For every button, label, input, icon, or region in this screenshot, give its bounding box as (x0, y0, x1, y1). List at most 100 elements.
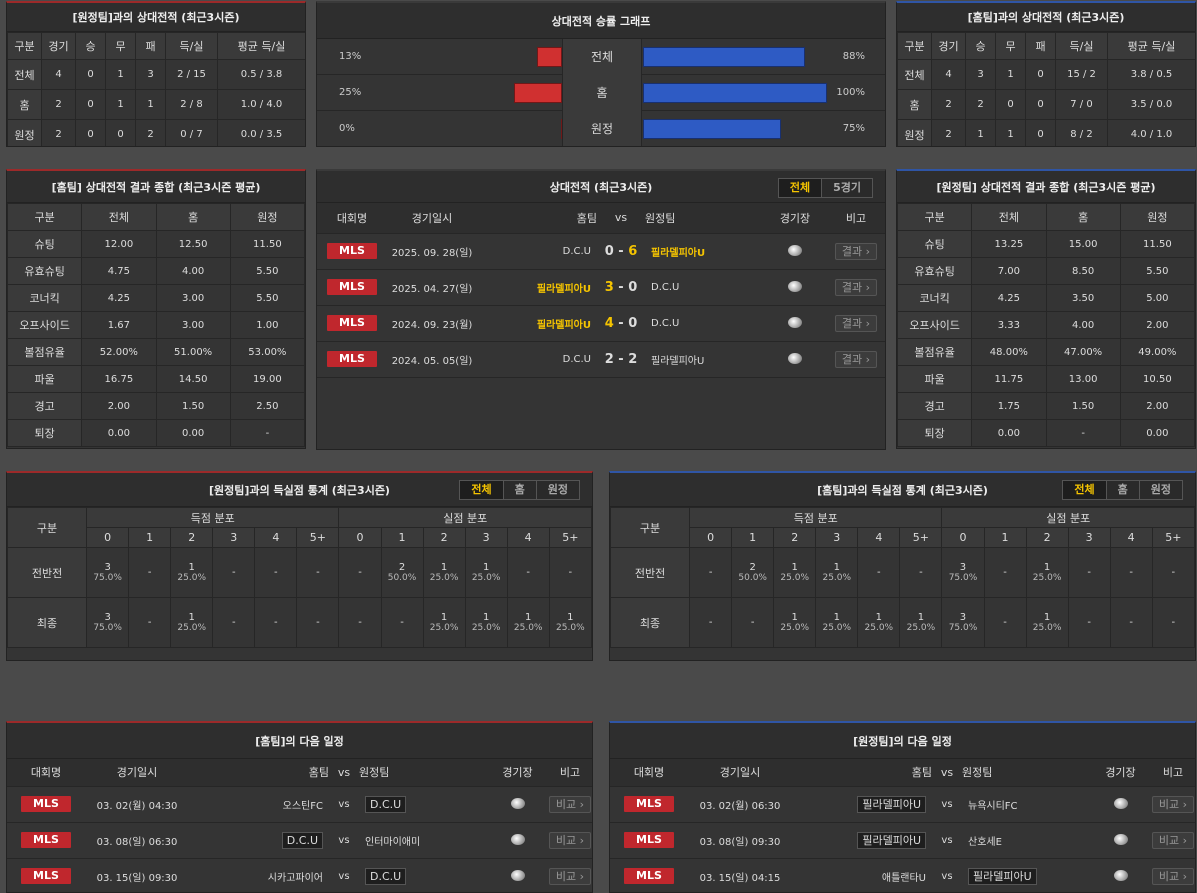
tab-home[interactable]: 홈 (1105, 481, 1139, 499)
cell-value: 0 (995, 89, 1026, 120)
home-score: 0 (604, 243, 614, 259)
matches-title-text: 상대전적 (최근3시즌) (549, 180, 653, 194)
away-score: 0 (628, 315, 638, 331)
result-button[interactable]: 결과 › (834, 314, 878, 332)
dist-count: 1 (1043, 612, 1051, 623)
compare-button[interactable]: 비교 › (1151, 831, 1195, 849)
chevron-right-icon: › (862, 316, 871, 330)
dist-count: 1 (440, 612, 448, 623)
home-team-cell: 오스틴FC (189, 786, 329, 823)
cell-value: 2 (931, 89, 966, 120)
col-header: 패 (135, 32, 166, 60)
tab-all[interactable]: 전체 (460, 481, 503, 499)
tab-all[interactable]: 전체 (1063, 481, 1106, 499)
vs-label: vs (932, 858, 962, 892)
cell-value: 0 (1025, 59, 1056, 90)
dist-empty: - (1003, 617, 1007, 628)
dist-cell: - (1109, 597, 1153, 648)
dist-empty: - (274, 567, 278, 578)
away-score: 2 (628, 351, 638, 367)
matches-tabs: 전체 5경기 (777, 178, 873, 198)
match-date: 2025. 04. 27(일) (387, 269, 477, 306)
cell-value: 4 (931, 59, 966, 90)
result-button[interactable]: 결과 › (834, 278, 878, 296)
stadium-icon (510, 834, 525, 846)
venue-cell (1092, 786, 1149, 823)
cell-value: 1 (105, 89, 136, 120)
cell-value: 2.50 (229, 392, 305, 420)
col-header: 승 (965, 32, 996, 60)
cell-value: 2.00 (1119, 311, 1195, 339)
cell-value: 0.00 (81, 419, 157, 447)
schedule-row: MLS 03. 08(일) 09:30 필라델피아U vs 산호세E 비교 › (610, 822, 1195, 859)
dist-cell: 1 25.0% (464, 547, 508, 598)
match-date: 03. 08(일) 09:30 (688, 822, 792, 859)
dist-cell: - (1151, 597, 1195, 648)
compare-button[interactable]: 비교 › (548, 795, 592, 813)
dist-percent: 75.0% (93, 623, 122, 633)
dist-count: 1 (791, 612, 798, 623)
tab-home[interactable]: 홈 (502, 481, 536, 499)
goal-count-header: 4 (857, 527, 901, 548)
cell-value: 0.00 (155, 419, 231, 447)
dist-cell: 1 25.0% (815, 597, 859, 648)
summary-home-panel: [홈팀] 상대전적 결과 종합 (최근3시즌 평균) 구분 전체 홈 원정 슈팅 12.0… (6, 169, 306, 449)
away-score: 0 (628, 279, 638, 295)
dist-percent: 25.0% (429, 623, 459, 633)
away-team-cell: 필라델피아U (962, 858, 1092, 892)
result-button[interactable]: 결과 › (834, 350, 878, 368)
tab-all[interactable]: 전체 (778, 179, 822, 197)
home-team: 애틀랜타U (881, 872, 926, 884)
dist-percent: 25.0% (1032, 623, 1062, 633)
row-label: 전반전 (610, 547, 691, 598)
dist-count: 1 (524, 612, 532, 623)
dist-count: 1 (482, 562, 490, 573)
table-row: 유효슈팅 7.00 8.50 5.50 (897, 257, 1195, 285)
note-cell: 비교 › (1149, 786, 1195, 823)
compare-button[interactable]: 비교 › (1151, 867, 1195, 885)
dist-empty: - (147, 617, 152, 628)
compare-label: 비교 (1158, 833, 1180, 847)
compare-button[interactable]: 비교 › (1151, 795, 1195, 813)
tab-5games[interactable]: 5경기 (821, 179, 872, 197)
league-cell: MLS (7, 786, 85, 823)
dist-count: 1 (440, 562, 448, 573)
dist-cell: - (128, 597, 172, 648)
dist-cell: - (1067, 597, 1111, 648)
score: 2 - 2 (597, 341, 645, 378)
score: 3 - 0 (597, 269, 645, 306)
col-header: 홈 (155, 203, 231, 231)
dist-cell: - (689, 547, 733, 598)
col-header: 홈팀 (477, 203, 597, 234)
stadium-icon (510, 798, 525, 810)
league-cell: MLS (317, 233, 387, 270)
home-score: 2 (604, 351, 614, 367)
col-header: 원정팀 (645, 203, 765, 234)
vs-label: vs (329, 786, 359, 823)
tab-away[interactable]: 원정 (1138, 481, 1182, 499)
schedule-away-title: [원정팀]의 다음 일정 (610, 723, 1195, 759)
league-badge: MLS (327, 351, 377, 367)
tab-away[interactable]: 원정 (535, 481, 579, 499)
compare-label: 비교 (555, 833, 577, 847)
blue-bar (643, 83, 827, 103)
goal-count-header: 1 (983, 527, 1027, 548)
dist-cell: - (899, 547, 943, 598)
row-label: 퇴장 (897, 419, 973, 447)
match-date: 2025. 09. 28(일) (387, 233, 477, 270)
dist-empty: - (1087, 617, 1091, 628)
league-cell: MLS (610, 858, 688, 892)
result-button[interactable]: 결과 › (834, 242, 878, 260)
away-team-cell: 뉴욕시티FC (962, 786, 1092, 823)
row-label: 홈 (897, 89, 932, 120)
result-label: 결과 (841, 316, 863, 330)
compare-button[interactable]: 비교 › (548, 867, 592, 885)
col-header: 득/실 (165, 32, 218, 60)
compare-button[interactable]: 비교 › (548, 831, 592, 849)
cell-value: 11.75 (971, 365, 1047, 393)
dist-percent: 25.0% (780, 573, 810, 583)
table-row: 경고 1.75 1.50 2.00 (897, 392, 1195, 420)
stadium-icon (1113, 834, 1128, 846)
